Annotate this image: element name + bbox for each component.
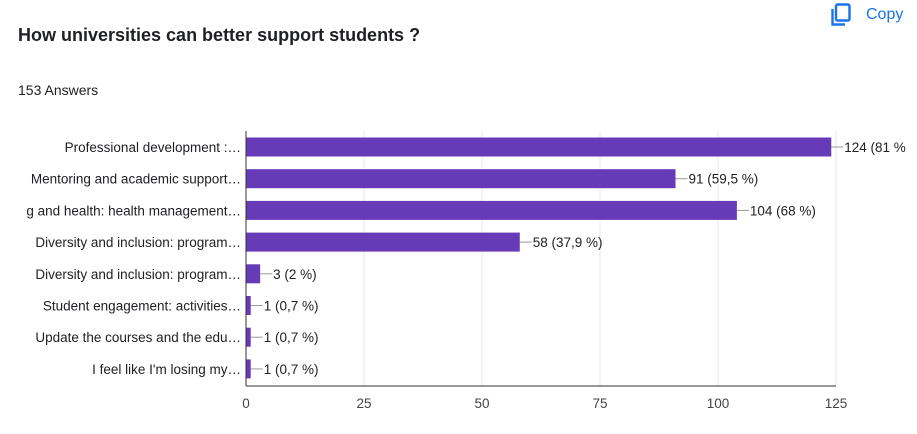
answer-count: 153 Answers	[18, 82, 99, 98]
labels: Professional development :… 124 (81 % Ment…	[26, 140, 905, 377]
category-label: Student engagement: activities…	[43, 299, 241, 314]
x-tick-label: 75	[592, 396, 607, 411]
data-label: 104 (68 %)	[750, 203, 816, 218]
category-label: Update the courses and the edu…	[35, 330, 241, 345]
category-label: Diversity and inclusion: program…	[35, 235, 241, 250]
bar[interactable]	[246, 232, 520, 252]
chart-title: How universities can better support stud…	[18, 25, 421, 45]
x-tick-label: 100	[707, 396, 730, 411]
data-label: 1 (0,7 %)	[264, 299, 319, 314]
bar[interactable]	[246, 359, 251, 379]
data-label: 3 (2 %)	[273, 267, 317, 282]
data-label: 91 (59,5 %)	[689, 172, 759, 187]
bar[interactable]	[246, 296, 251, 315]
data-label: 1 (0,7 %)	[264, 362, 319, 377]
x-tick-label: 25	[356, 396, 371, 411]
bars	[246, 137, 832, 379]
category-label: Mentoring and academic support…	[31, 172, 241, 187]
category-label: Diversity and inclusion: program…	[35, 267, 241, 282]
copy-label: Copy	[866, 6, 904, 23]
bar[interactable]	[246, 169, 676, 189]
data-label: 1 (0,7 %)	[264, 330, 319, 345]
category-label: Professional development :…	[65, 140, 241, 155]
x-tick-label: 125	[825, 396, 848, 411]
bar[interactable]	[246, 200, 737, 220]
bar[interactable]	[246, 137, 832, 157]
copy-button[interactable]: Copy	[830, 0, 917, 30]
category-label: ɡ and health: health management…	[26, 203, 241, 218]
category-label: I feel like I'm losing my…	[92, 362, 241, 377]
copy-icon	[830, 3, 852, 27]
data-label: 58 (37,9 %)	[533, 235, 603, 250]
axes: 0 25 50 75 100 125	[242, 131, 847, 411]
bar[interactable]	[246, 264, 261, 284]
data-label: 124 (81 %	[844, 140, 906, 155]
bar[interactable]	[246, 327, 251, 347]
x-tick-label: 50	[474, 396, 489, 411]
x-tick-label: 0	[242, 396, 250, 411]
